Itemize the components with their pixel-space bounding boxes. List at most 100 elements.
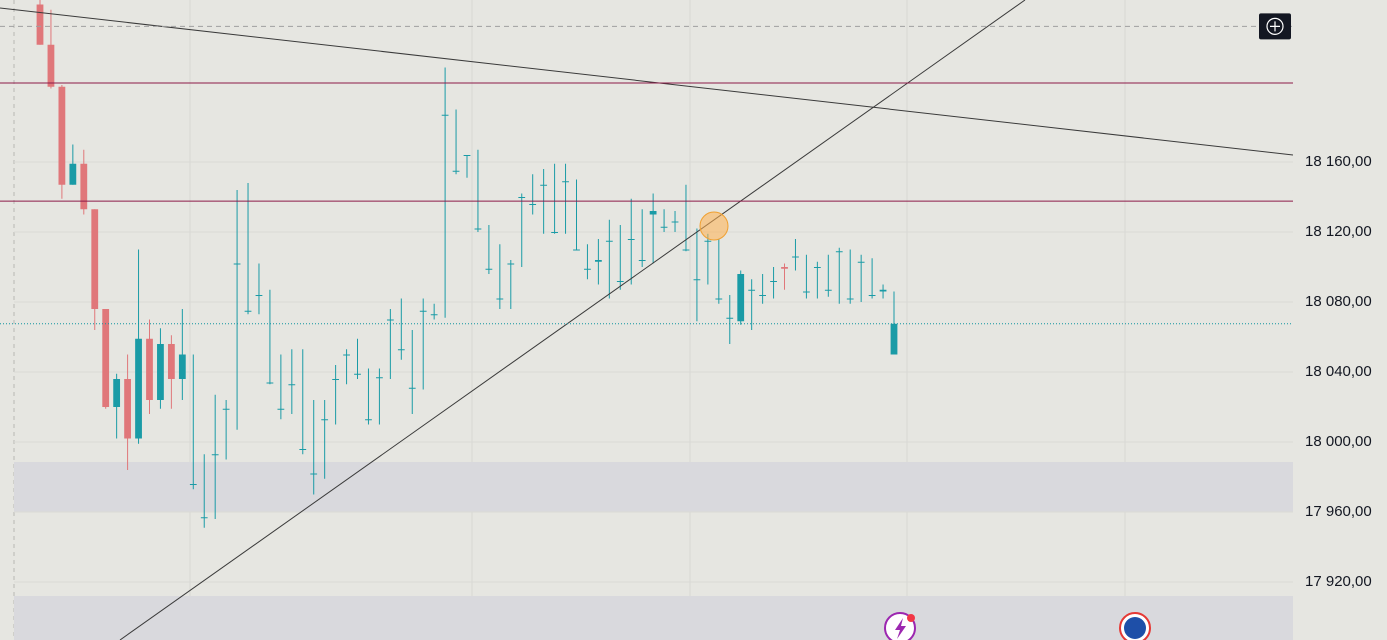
candle-body	[408, 387, 416, 389]
candle-body	[835, 251, 843, 253]
candle-body	[167, 344, 175, 380]
candle-body	[419, 310, 427, 312]
candle-body	[529, 203, 537, 205]
candle-body	[890, 323, 898, 355]
candle-body	[102, 309, 110, 408]
candle-body	[616, 281, 624, 283]
candle-body	[376, 377, 383, 379]
candle-body	[660, 226, 668, 228]
add-icon	[1270, 21, 1280, 32]
candle-body	[189, 484, 197, 486]
candle-body	[47, 44, 55, 87]
candle-body	[146, 338, 153, 401]
y-tick-label: 18 120,00	[1305, 223, 1372, 240]
candle-body	[759, 295, 767, 297]
candle-body	[321, 419, 329, 421]
candle-body	[124, 379, 131, 439]
eu-flag	[1124, 617, 1146, 639]
y-tick-label: 17 920,00	[1305, 573, 1372, 590]
candle-body	[474, 228, 482, 230]
candle-body	[343, 354, 350, 356]
candle-body	[770, 281, 777, 283]
candle-body	[737, 274, 745, 322]
candle-body	[233, 263, 241, 265]
candle-body	[496, 298, 504, 300]
candle-body	[726, 317, 734, 319]
price-axis	[1293, 0, 1387, 640]
zone	[14, 596, 1293, 640]
background	[13, 0, 1126, 640]
candle-body	[58, 86, 66, 185]
y-tick-label: 18 160,00	[1305, 153, 1372, 170]
candle-body	[846, 298, 854, 300]
candle-body	[638, 260, 646, 262]
candle-body	[562, 181, 569, 183]
badge	[907, 614, 915, 622]
candle-body	[748, 289, 756, 291]
candle-body	[682, 249, 690, 251]
candle-body	[452, 170, 460, 172]
candle-body	[266, 382, 274, 384]
candle-body	[157, 344, 164, 401]
candle-body	[255, 295, 263, 297]
candle-body	[69, 163, 77, 185]
y-tick-label: 17 960,00	[1305, 503, 1372, 520]
candle-body	[540, 184, 548, 186]
candle-body	[792, 256, 799, 258]
candle-body	[386, 319, 394, 321]
drawings	[0, 0, 1294, 640]
lightning	[895, 618, 906, 639]
candle-body	[704, 240, 712, 242]
candle-body	[693, 279, 701, 281]
marker	[699, 211, 729, 241]
candle-body	[671, 221, 679, 223]
candle-body	[573, 249, 580, 251]
candle-body	[277, 408, 285, 410]
zone	[14, 461, 1293, 513]
candle-body	[605, 240, 613, 242]
candle-body	[365, 419, 372, 421]
candle-body	[397, 349, 405, 351]
candle-body	[463, 154, 471, 156]
candle-body	[113, 379, 121, 408]
candle-body	[868, 295, 876, 297]
candle-body	[594, 260, 602, 262]
candle-body	[507, 263, 515, 265]
candle-body	[627, 239, 635, 241]
add-icon	[1266, 17, 1284, 35]
candle-body	[332, 379, 340, 381]
y-tick-label: 18 040,00	[1305, 363, 1372, 380]
candle-body	[879, 289, 887, 292]
candle-body	[781, 267, 788, 269]
candle-body	[824, 289, 832, 291]
candle-body	[200, 517, 208, 519]
candle-body	[135, 338, 142, 439]
candle-body	[91, 209, 99, 310]
candle-body	[518, 196, 526, 198]
candle-body	[178, 354, 186, 380]
candle-body	[211, 454, 219, 456]
y-tick-label: 18 080,00	[1305, 293, 1372, 310]
candle-body	[354, 373, 361, 375]
y-tick-label: 18 000,00	[1305, 433, 1372, 450]
trend-line	[119, 0, 1026, 640]
candle-body	[222, 408, 230, 410]
candle-body	[803, 291, 810, 293]
candle-body	[551, 232, 558, 234]
candle-body	[441, 114, 449, 116]
candle-body	[288, 384, 296, 386]
candle-body	[813, 267, 821, 269]
candle-body	[715, 298, 723, 300]
candle-body	[584, 268, 591, 270]
candle-body	[244, 310, 252, 312]
candle-body	[649, 210, 657, 215]
candle-body	[485, 268, 493, 270]
candle-body	[299, 449, 307, 451]
candle-body	[857, 261, 865, 263]
candle-body	[80, 163, 88, 210]
trend-line	[0, 7, 1294, 156]
candle-body	[430, 314, 438, 316]
candle-body	[36, 4, 44, 45]
